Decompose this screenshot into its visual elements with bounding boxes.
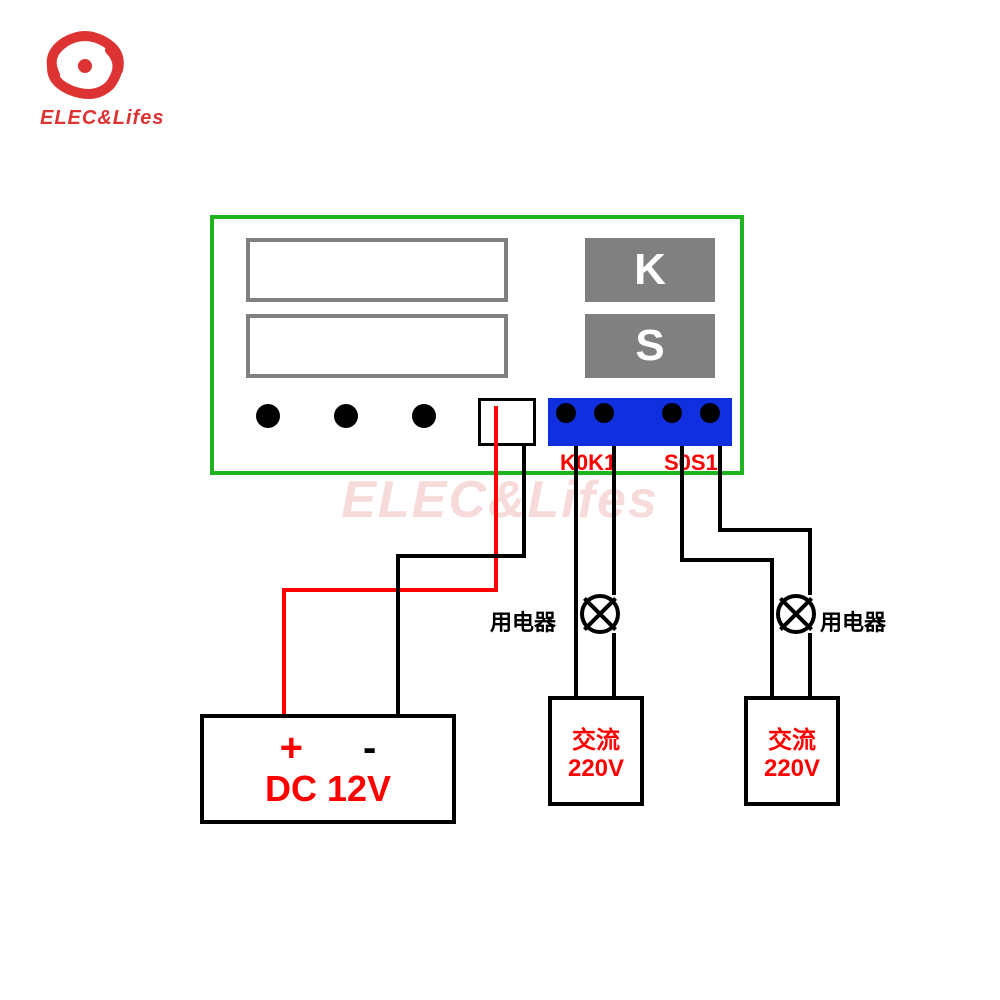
terminal-screw xyxy=(700,403,720,423)
terminal-screw xyxy=(556,403,576,423)
ac2-line1: 交流 xyxy=(768,720,816,755)
logo-text: ELEC&Lifes xyxy=(40,107,164,130)
button-s-label: S xyxy=(635,321,664,371)
button-k-label: K xyxy=(634,245,666,295)
watermark-text: ELEC&Lifes xyxy=(341,470,659,530)
display-2 xyxy=(246,314,508,378)
ac1-line1: 交流 xyxy=(572,720,620,755)
pin-dot xyxy=(334,404,358,428)
ac2-line2: 220V xyxy=(764,755,820,783)
ac-box-1: 交流 220V xyxy=(548,696,644,806)
ac1-line2: 220V xyxy=(568,755,624,783)
terminal-screw xyxy=(662,403,682,423)
display-1 xyxy=(246,238,508,302)
lamp-icon xyxy=(776,594,816,634)
button-s[interactable]: S xyxy=(585,314,715,378)
diagram-canvas: ELEC&Lifes ELEC&Lifes K S K0K1 S0S1 + - xyxy=(0,0,1000,1000)
terminal-screw xyxy=(594,403,614,423)
lamp-icon xyxy=(580,594,620,634)
power-label: DC 12V xyxy=(265,768,391,810)
power-supply-box: + - DC 12V xyxy=(200,714,456,824)
button-k[interactable]: K xyxy=(585,238,715,302)
power-minus: - xyxy=(363,728,376,768)
brand-logo: ELEC&Lifes xyxy=(40,30,164,130)
ac-box-2: 交流 220V xyxy=(744,696,840,806)
wiring-svg xyxy=(0,0,1000,1000)
pin-dot xyxy=(256,404,280,428)
device-label-1: 用电器 xyxy=(490,605,556,637)
terminal-white xyxy=(478,398,536,446)
red-wire-pin xyxy=(494,406,498,446)
device-label-2: 用电器 xyxy=(820,605,886,637)
pin-dot xyxy=(412,404,436,428)
power-plus: + xyxy=(280,728,303,768)
label-k0k1: K0K1 xyxy=(560,450,616,476)
label-s0s1: S0S1 xyxy=(664,450,718,476)
logo-swirl-icon xyxy=(40,30,130,100)
